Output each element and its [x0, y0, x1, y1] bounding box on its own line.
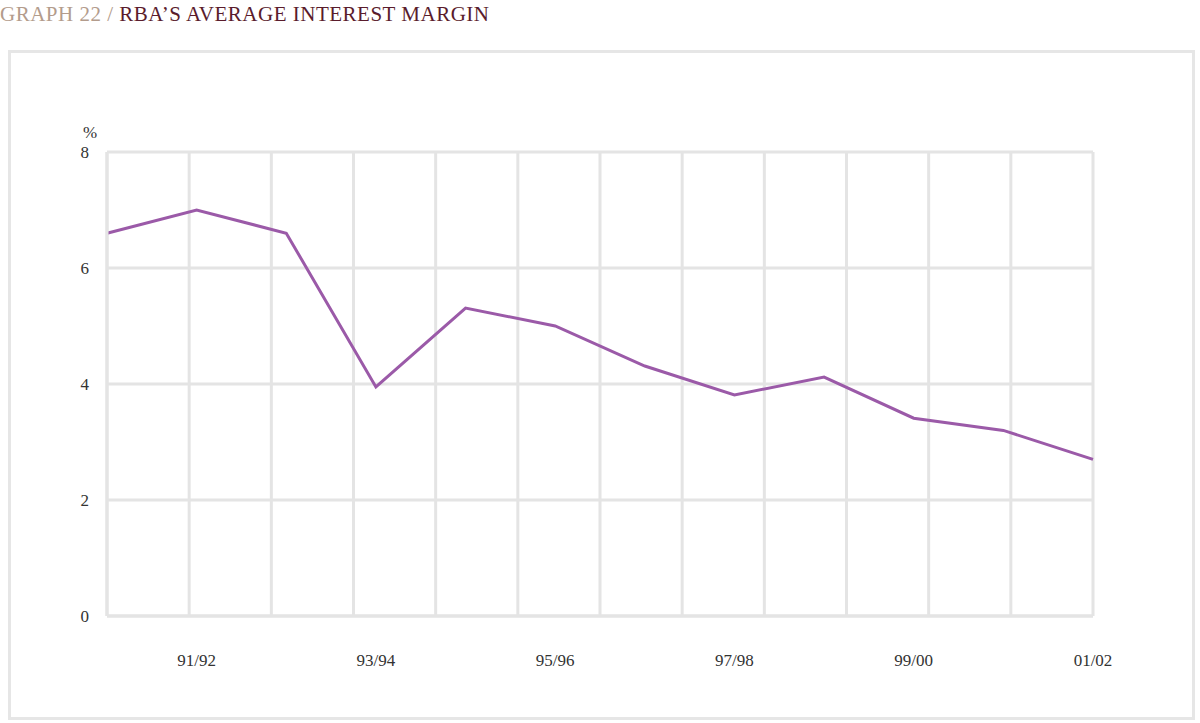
svg-text:97/98: 97/98 [715, 651, 754, 670]
svg-text:91/92: 91/92 [177, 651, 216, 670]
svg-text:6: 6 [81, 259, 90, 278]
svg-text:0: 0 [81, 607, 90, 626]
svg-text:2: 2 [81, 491, 90, 510]
svg-text:4: 4 [81, 375, 90, 394]
svg-text:%: % [83, 123, 97, 142]
svg-text:01/02: 01/02 [1074, 651, 1113, 670]
svg-text:99/00: 99/00 [894, 651, 933, 670]
html-text:GRAPH 22 / RBA’S AVERAGE INTER: GRAPH 22 / RBA’S AVERAGE INTEREST MARGIN [0, 2, 490, 26]
svg-text:8: 8 [81, 143, 90, 162]
svg-text:93/94: 93/94 [357, 651, 396, 670]
svg-text:95/96: 95/96 [536, 651, 575, 670]
